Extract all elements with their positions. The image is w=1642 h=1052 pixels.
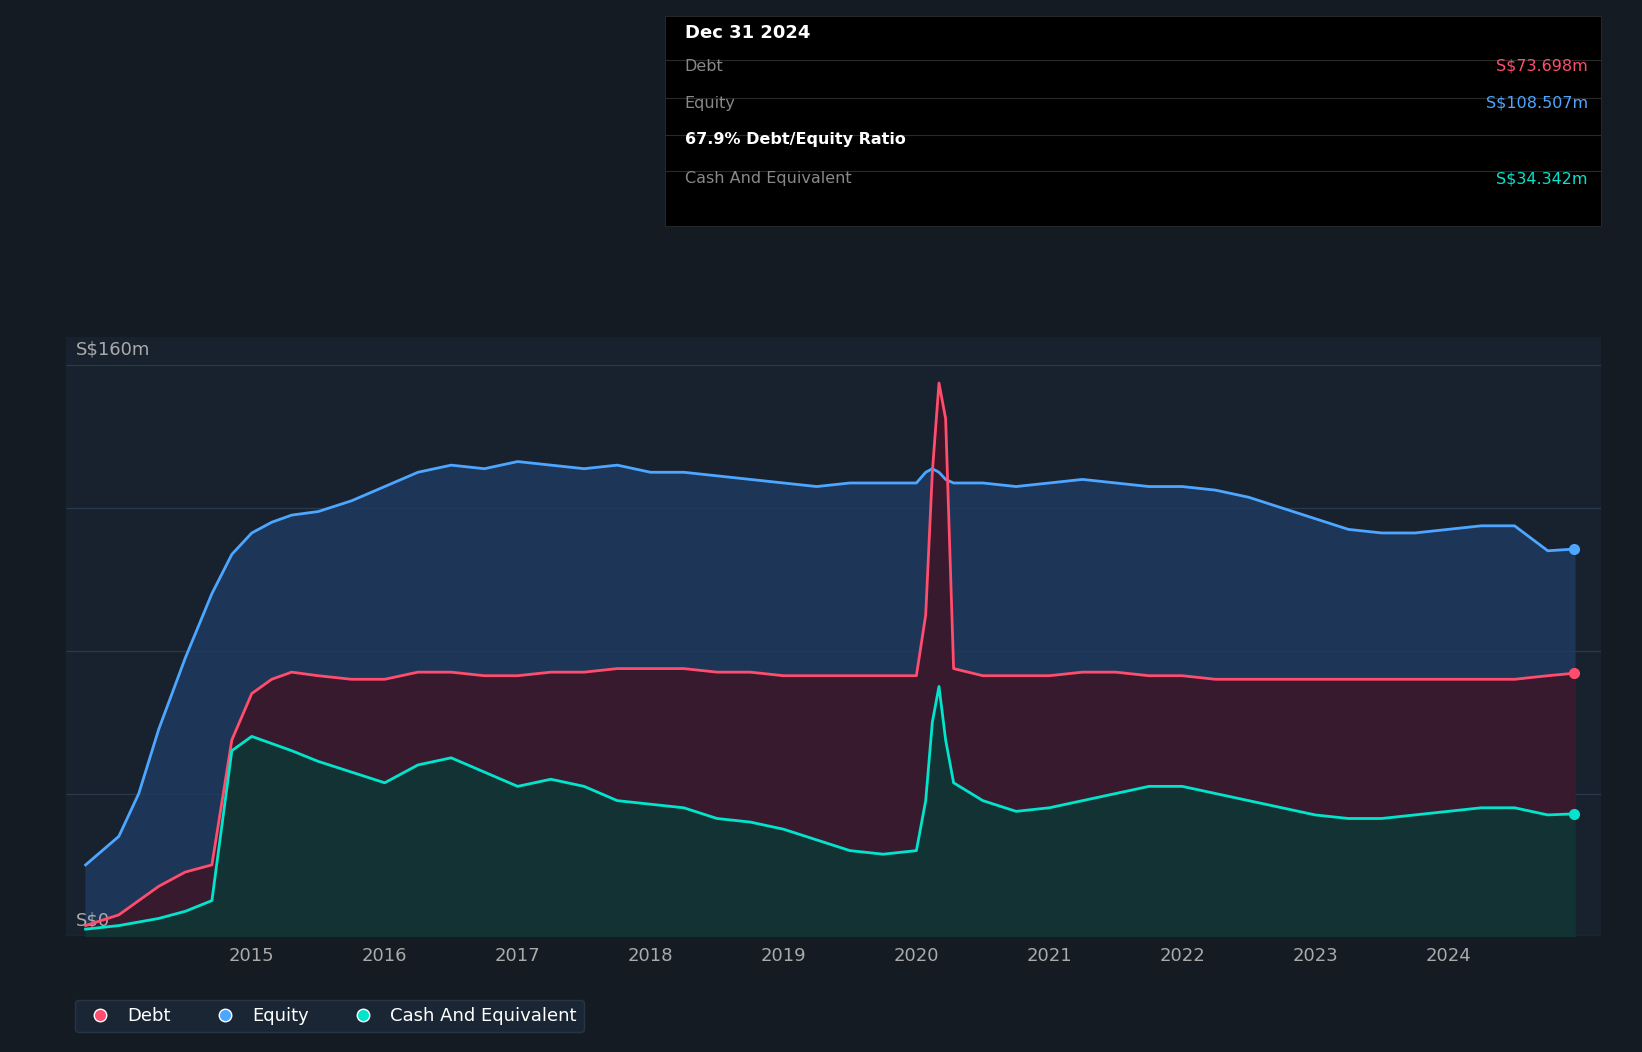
- Text: S$0: S$0: [76, 911, 110, 929]
- Text: 67.9% Debt/Equity Ratio: 67.9% Debt/Equity Ratio: [685, 133, 906, 147]
- Text: S$108.507m: S$108.507m: [1486, 96, 1588, 110]
- Text: Dec 31 2024: Dec 31 2024: [685, 24, 810, 42]
- Text: Equity: Equity: [685, 96, 736, 110]
- Text: Cash And Equivalent: Cash And Equivalent: [685, 171, 851, 186]
- Text: S$160m: S$160m: [76, 340, 151, 358]
- Text: S$73.698m: S$73.698m: [1496, 59, 1588, 74]
- Text: Debt: Debt: [685, 59, 724, 74]
- Text: S$34.342m: S$34.342m: [1496, 171, 1588, 186]
- Legend: Debt, Equity, Cash And Equivalent: Debt, Equity, Cash And Equivalent: [74, 999, 583, 1032]
